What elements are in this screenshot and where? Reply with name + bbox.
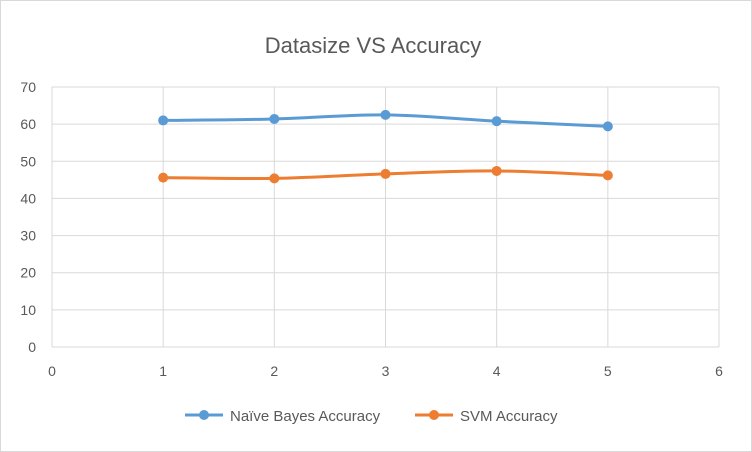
x-tick-label: 0: [48, 363, 56, 379]
data-point: [602, 121, 613, 132]
chart-title: Datasize VS Accuracy: [265, 33, 481, 58]
data-point: [380, 168, 391, 179]
series-layer: [158, 109, 613, 184]
y-tick-label: 10: [20, 302, 36, 318]
legend-label: SVM Accuracy: [460, 408, 558, 425]
data-point: [491, 116, 502, 127]
series-0: [158, 109, 613, 132]
legend-item-1: SVM Accuracy: [415, 408, 558, 425]
data-point: [269, 113, 280, 124]
x-tick-label: 1: [159, 363, 167, 379]
legend: Naïve Bayes Accuracy SVM Accuracy: [185, 408, 558, 425]
y-tick-label: 40: [20, 190, 36, 206]
data-point: [380, 109, 391, 120]
legend-swatch-marker: [429, 410, 439, 420]
legend-swatch-marker: [199, 410, 209, 420]
data-point: [158, 172, 169, 183]
series-1: [158, 165, 613, 184]
y-tick-label: 0: [28, 339, 36, 355]
y-tick-label: 30: [20, 228, 36, 244]
x-tick-label: 6: [715, 363, 723, 379]
y-tick-label: 50: [20, 153, 36, 169]
data-point: [269, 173, 280, 184]
grid-lines: [51, 86, 720, 348]
x-tick-label: 4: [493, 363, 501, 379]
x-tick-label: 3: [382, 363, 390, 379]
y-tick-label: 60: [20, 116, 36, 132]
data-point: [602, 170, 613, 181]
data-point: [158, 115, 169, 126]
x-axis-tick-labels: 0 1 2 3 4 5 6: [48, 363, 723, 379]
x-tick-label: 2: [270, 363, 278, 379]
y-tick-label: 20: [20, 265, 36, 281]
y-tick-label: 70: [20, 79, 36, 95]
y-axis-tick-labels: 0 10 20 30 40 50 60 70: [20, 79, 36, 355]
legend-label: Naïve Bayes Accuracy: [230, 408, 381, 425]
data-point: [491, 165, 502, 176]
legend-item-0: Naïve Bayes Accuracy: [185, 408, 381, 425]
x-tick-label: 5: [604, 363, 612, 379]
